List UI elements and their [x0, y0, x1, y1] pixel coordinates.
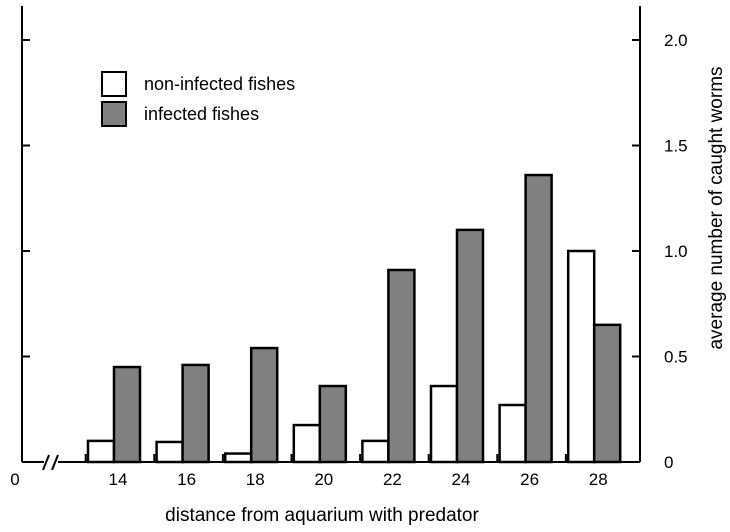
- x-tick-label: 28: [589, 470, 608, 489]
- bar-non-infected: [86, 439, 116, 464]
- axis-break-mark: [51, 454, 59, 471]
- bar-non-infected: [361, 439, 390, 464]
- y-axis-title: average number of caught worms: [706, 66, 727, 349]
- legend-label-infected: infected fishes: [144, 104, 259, 124]
- x-tick-label: 20: [314, 470, 333, 489]
- bar-non-infected: [223, 452, 253, 464]
- ticks-group: 0 0.5 1.0 1.5 2.0 14 16 18 20 22 24 26 28: [22, 31, 688, 489]
- bar-infected: [249, 346, 279, 464]
- y-tick-label: 2.0: [664, 31, 688, 50]
- bar-non-infected: [155, 440, 184, 464]
- bar-infected: [455, 228, 485, 464]
- y-tick-label: 1.5: [664, 137, 688, 156]
- bar-infected: [181, 363, 210, 464]
- bar-infected: [592, 323, 622, 464]
- x-tick-label: 24: [452, 470, 471, 489]
- x-tick-label: 26: [520, 470, 539, 489]
- axis-break-mark: [42, 454, 50, 471]
- bar-infected: [112, 365, 142, 464]
- legend-swatch-infected: [101, 101, 127, 127]
- legend-swatch-non-infected: [101, 71, 127, 97]
- x-origin-label: 0: [10, 470, 19, 489]
- x-tick-label: 14: [109, 470, 128, 489]
- legend: non-infected fishes infected fishes: [101, 71, 295, 127]
- x-axis-title: distance from aquarium with predator: [165, 505, 479, 526]
- y-tick-label: 1.0: [664, 242, 688, 261]
- x-tick-label: 22: [383, 470, 402, 489]
- y-tick-label: 0.5: [664, 348, 688, 367]
- x-tick-label: 18: [246, 470, 265, 489]
- bars-group: [86, 173, 622, 464]
- x-tick-label: 16: [177, 470, 196, 489]
- bar-non-infected: [429, 384, 459, 464]
- bar-infected: [387, 268, 416, 464]
- bar-non-infected: [566, 249, 596, 464]
- bar-infected: [318, 384, 348, 464]
- y-tick-label: 0: [664, 453, 673, 472]
- bar-non-infected: [292, 423, 322, 464]
- legend-label-non-infected: non-infected fishes: [144, 74, 295, 94]
- bar-infected: [524, 173, 553, 464]
- bar-non-infected: [498, 403, 527, 464]
